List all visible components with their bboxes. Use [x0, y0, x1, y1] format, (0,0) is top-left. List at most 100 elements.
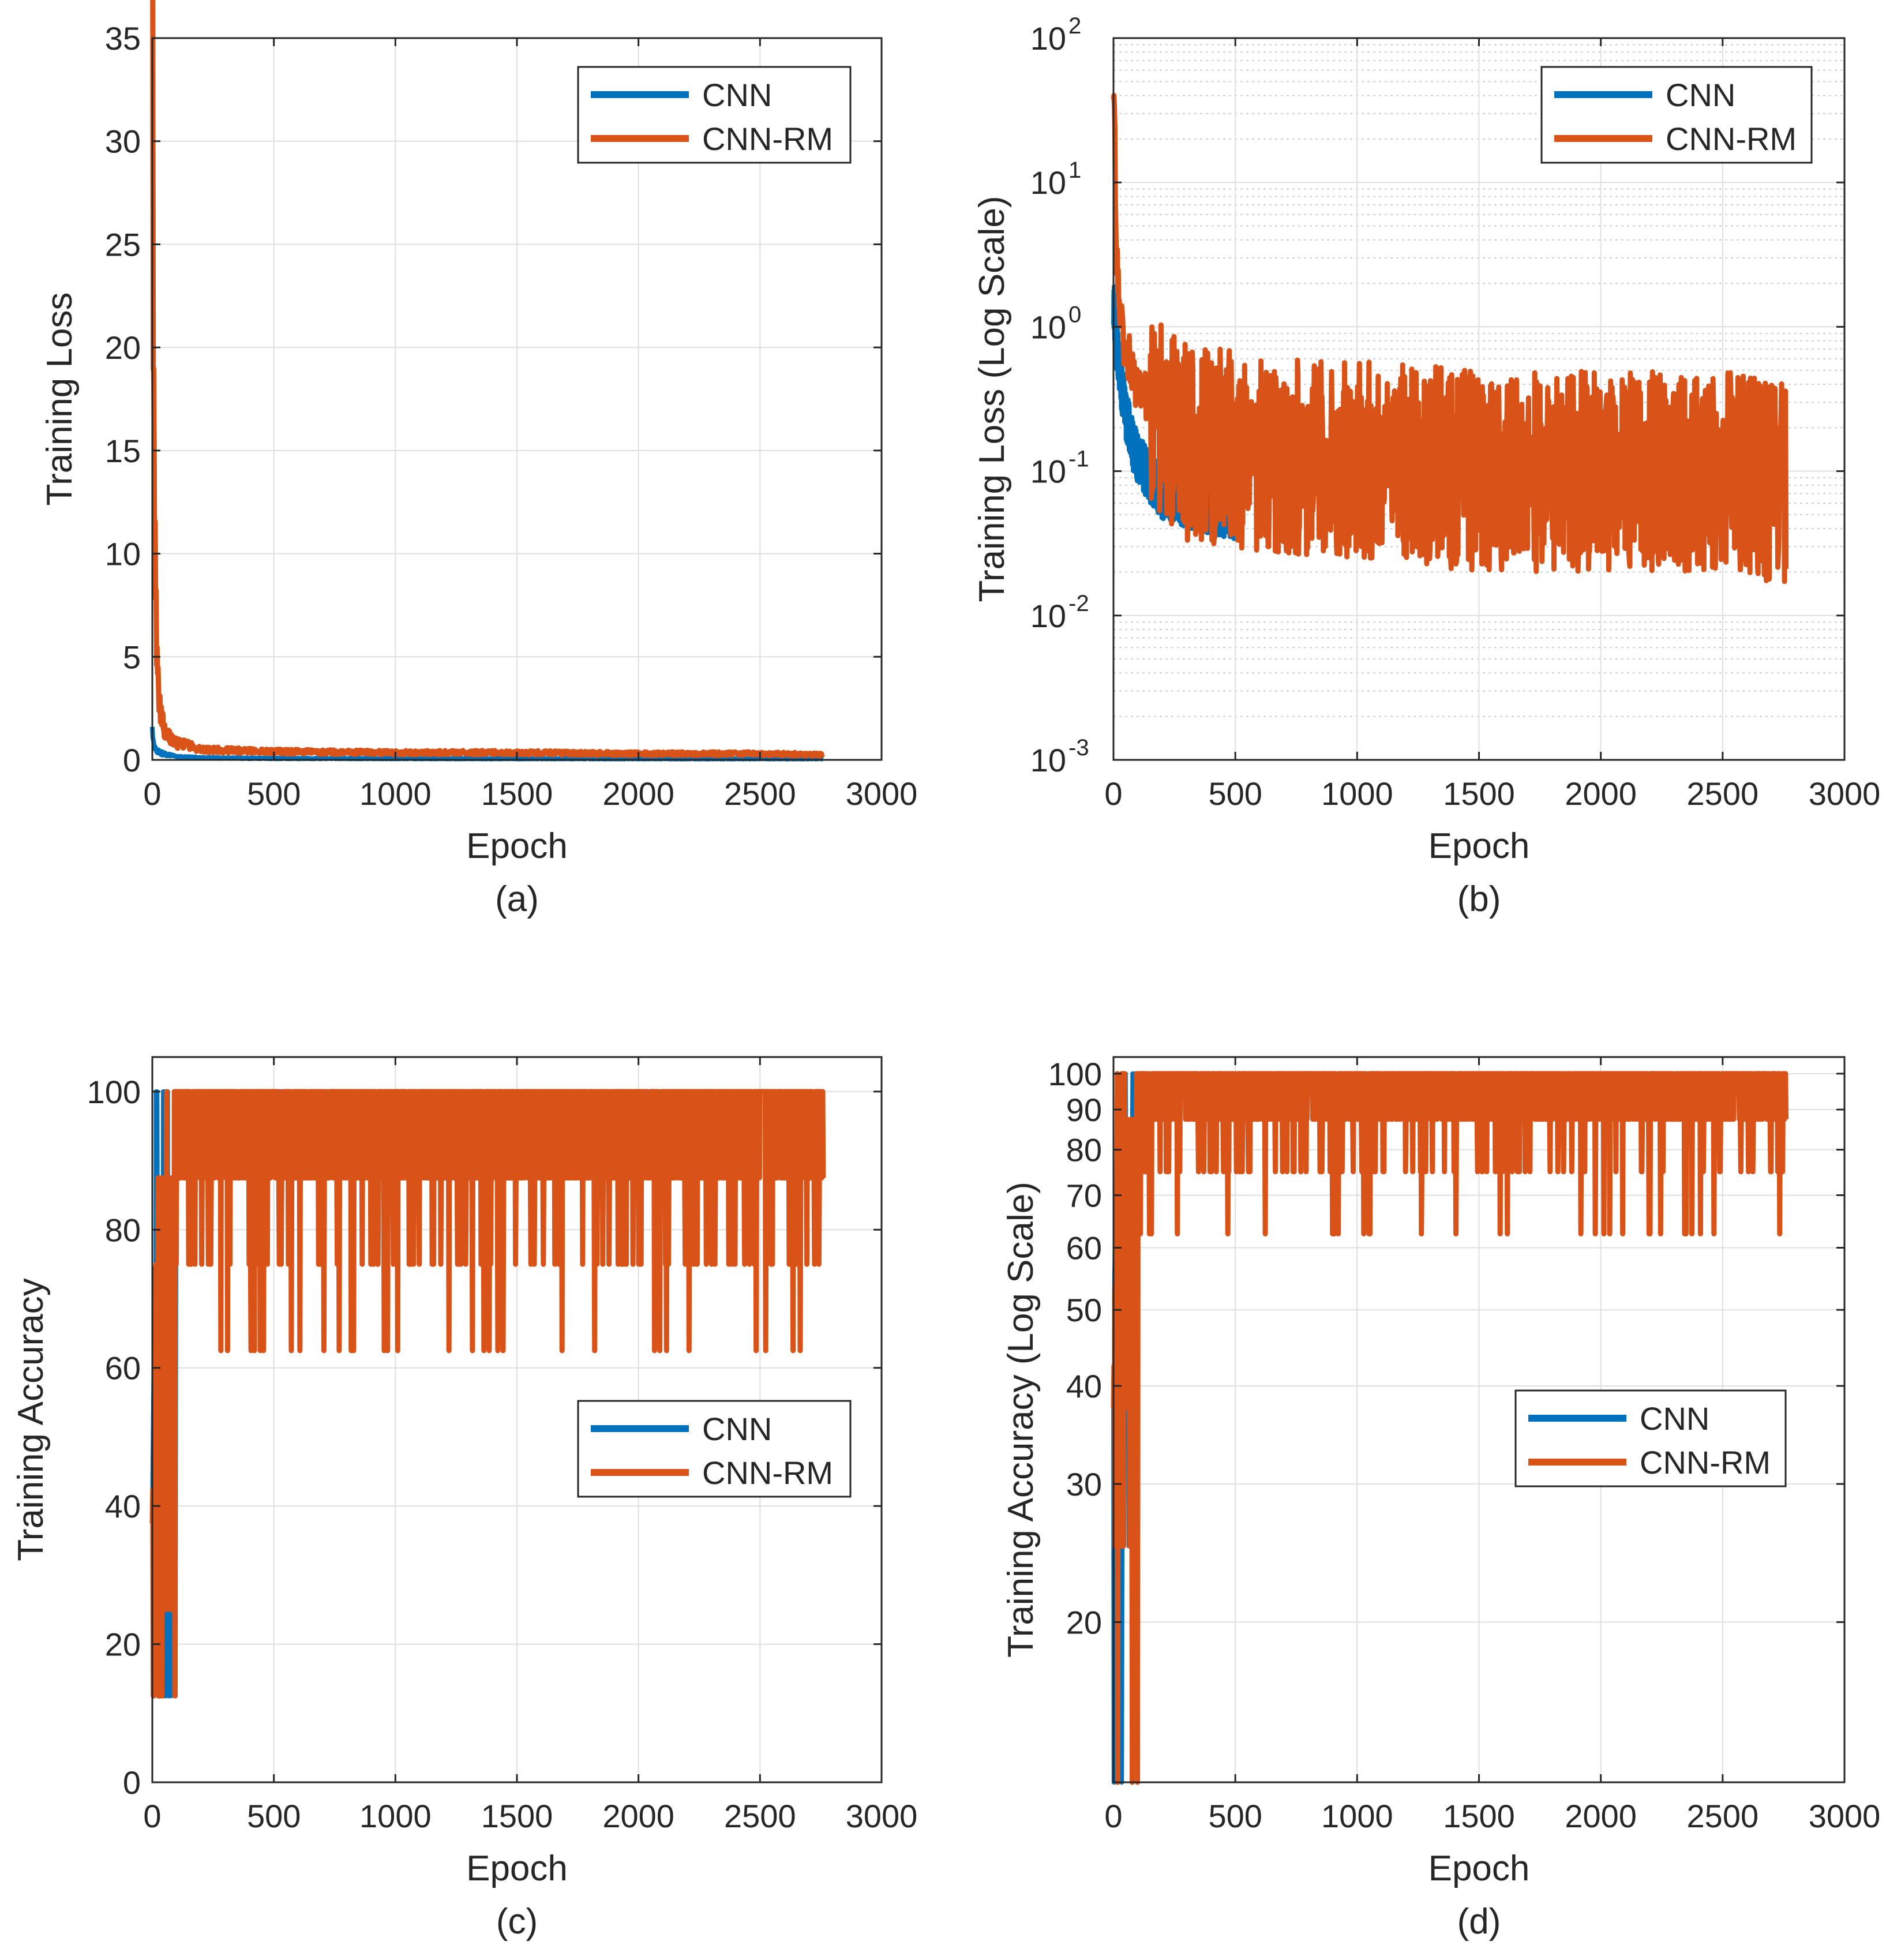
x-tick-label: 3000	[846, 775, 918, 812]
x-axis-label: Epoch	[1428, 826, 1530, 866]
y-tick-label: 60	[1066, 1230, 1102, 1266]
x-axis-label: Epoch	[466, 1849, 568, 1888]
y-tick-label: 20	[105, 329, 141, 366]
y-axis-label: Training Accuracy	[11, 1278, 51, 1561]
y-tick-exponent: -2	[1068, 591, 1089, 616]
y-tick-label: 0	[123, 1764, 141, 1801]
series-line-cnn-rm	[1111, 92, 1789, 584]
x-tick-label: 500	[247, 775, 301, 812]
x-tick-label: 1500	[481, 1798, 553, 1834]
legend-label-cnn: CNN	[1666, 77, 1735, 113]
y-tick-label: 10	[1030, 598, 1066, 634]
y-tick-label: 10	[1030, 742, 1066, 778]
panel-caption: (b)	[1457, 879, 1501, 919]
series-group	[1111, 92, 1789, 584]
y-tick-label: 100	[1048, 1056, 1102, 1092]
legend: CNN CNN-RM	[577, 66, 852, 164]
y-axis-label: Training Accuracy (Log Scale)	[1001, 1182, 1041, 1658]
y-tick-exponent: 0	[1068, 302, 1081, 327]
x-axis-label: Epoch	[1428, 1849, 1530, 1888]
y-tick-label: 25	[105, 226, 141, 263]
series-group	[1111, 1071, 1789, 1785]
y-tick-label: 15	[105, 433, 141, 469]
x-tick-label: 1000	[1321, 775, 1393, 812]
y-tick-label: 80	[1066, 1132, 1102, 1168]
series-group	[149, 1089, 826, 1699]
x-tick-label: 500	[1208, 1798, 1262, 1834]
y-tick-label: 20	[105, 1627, 141, 1663]
y-axis-label: Training Loss (Log Scale)	[972, 196, 1012, 602]
legend: CNN CNN-RM	[1514, 1389, 1787, 1487]
x-tick-label: 2000	[602, 775, 674, 812]
x-tick-label: 0	[1104, 775, 1122, 812]
y-tick-label: 10	[1030, 309, 1066, 345]
x-tick-label: 2000	[1565, 1798, 1637, 1834]
panel-caption: (c)	[496, 1902, 538, 1942]
legend-label-cnn: CNN	[702, 1411, 772, 1447]
x-tick-label: 500	[1208, 775, 1262, 812]
legend-box	[1540, 66, 1813, 164]
legend-label-cnn-rm: CNN-RM	[702, 1455, 833, 1491]
series-line-cnn-rm	[149, 1089, 826, 1699]
x-tick-label: 2500	[724, 775, 796, 812]
y-tick-label: 100	[87, 1074, 141, 1110]
y-tick-label: 35	[105, 20, 141, 57]
x-tick-label: 0	[1104, 1798, 1122, 1834]
y-tick-exponent: -3	[1068, 735, 1089, 760]
legend-label-cnn-rm: CNN-RM	[1666, 121, 1797, 157]
x-tick-label: 2500	[724, 1798, 796, 1834]
chart-c: 0 500 1000 1500 2000 2500 3000 0 20 40 60 80 100 Epoc…	[11, 1056, 918, 1942]
y-tick-label: 30	[1066, 1466, 1102, 1502]
x-tick-label: 1500	[481, 775, 553, 812]
y-tick-label: 20	[1066, 1604, 1102, 1640]
legend-box	[577, 1400, 852, 1498]
x-tick-label: 0	[143, 1798, 161, 1834]
legend-label-cnn-rm: CNN-RM	[702, 121, 833, 157]
x-tick-label: 500	[247, 1798, 301, 1834]
legend-label-cnn-rm: CNN-RM	[1640, 1444, 1771, 1481]
y-tick-label: 5	[123, 639, 141, 675]
series-line-cnn-rm	[150, 0, 826, 759]
x-tick-label: 3000	[846, 1798, 918, 1834]
x-tick-label: 3000	[1809, 775, 1881, 812]
y-tick-label: 80	[105, 1212, 141, 1248]
legend: CNN CNN-RM	[577, 1400, 852, 1498]
y-tick-label: 70	[1066, 1177, 1102, 1213]
legend-box	[1514, 1389, 1787, 1487]
legend-label-cnn: CNN	[702, 77, 772, 113]
legend-label-cnn: CNN	[1640, 1400, 1709, 1437]
y-tick-exponent: 1	[1068, 158, 1081, 183]
x-tick-label: 2000	[602, 1798, 674, 1834]
y-tick-label: 50	[1066, 1292, 1102, 1328]
y-tick-label: 0	[123, 742, 141, 778]
x-tick-label: 1000	[359, 775, 432, 812]
series-line-cnn	[150, 726, 825, 762]
y-tick-label: 10	[1030, 20, 1066, 57]
chart-a: 0 500 1000 1500 2000 2500 3000 0 5 10 15 20 25 30 35 Ep…	[40, 0, 917, 919]
y-tick-label: 40	[1066, 1368, 1102, 1404]
legend-box	[577, 66, 852, 164]
x-tick-label: 2000	[1565, 775, 1637, 812]
x-tick-label: 1000	[359, 1798, 432, 1834]
series-line-cnn-rm	[1111, 1071, 1789, 1785]
x-tick-label: 2500	[1687, 1798, 1759, 1834]
y-axis-label: Training Loss	[40, 293, 80, 506]
chart-d: 0 500 1000 1500 2000 2500 3000 20 30 40 50 60 70 80 90…	[1001, 1056, 1880, 1942]
x-tick-label: 2500	[1687, 775, 1759, 812]
y-tick-label: 30	[105, 123, 141, 160]
x-tick-label: 0	[143, 775, 161, 812]
x-tick-label: 3000	[1809, 1798, 1881, 1834]
x-tick-label: 1500	[1443, 1798, 1515, 1834]
x-tick-label: 1500	[1443, 775, 1515, 812]
x-axis-label: Epoch	[466, 826, 568, 866]
legend: CNN CNN-RM	[1540, 66, 1813, 164]
y-tick-exponent: 2	[1068, 13, 1081, 39]
panel-caption: (d)	[1457, 1902, 1501, 1942]
x-tick-label: 1000	[1321, 1798, 1393, 1834]
y-tick-label: 10	[105, 536, 141, 572]
y-tick-label: 10	[1030, 454, 1066, 490]
y-tick-exponent: -1	[1068, 447, 1089, 472]
y-tick-label: 10	[1030, 164, 1066, 201]
